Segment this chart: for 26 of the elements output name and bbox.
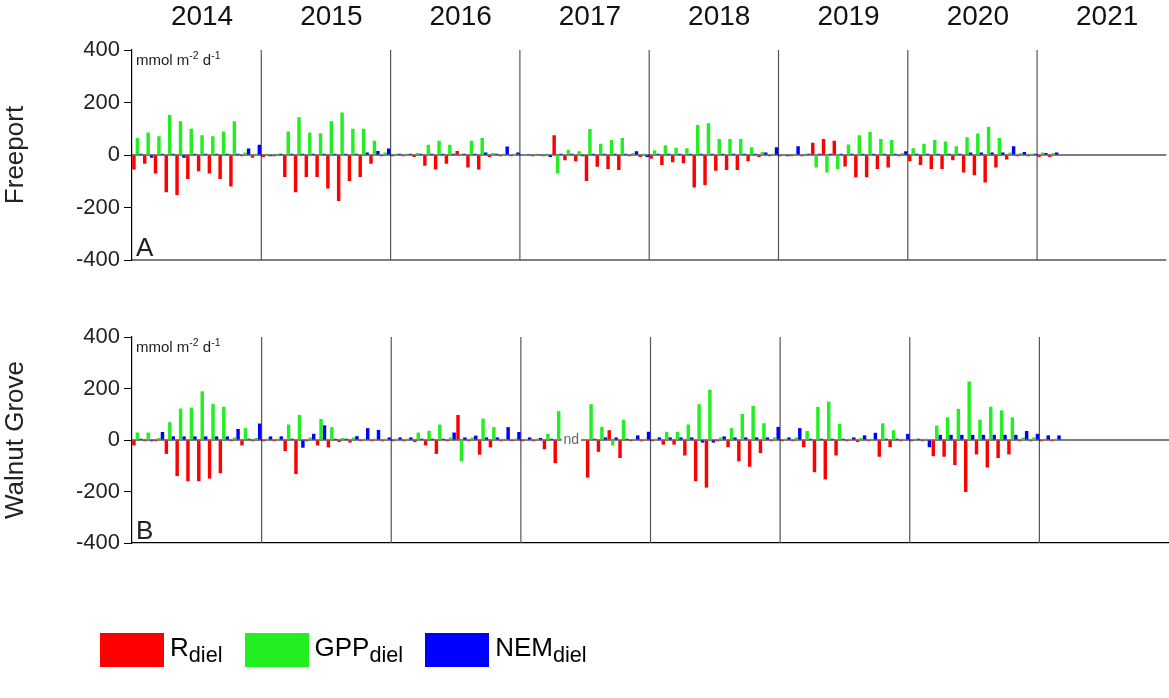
y-axis-title: Freeport	[0, 105, 29, 205]
x-tick-label: 2018	[688, 0, 751, 31]
x-tick-label: 2021	[1075, 0, 1139, 31]
x-tick-label: 2016	[429, 0, 492, 31]
y-tick-label: 200	[83, 88, 120, 114]
x-tick-label: 2017	[558, 0, 622, 31]
y-tick-label: 400	[83, 36, 120, 62]
y-tick-label: -400	[75, 246, 120, 272]
annotation: nd	[563, 430, 580, 447]
x-tick-label: 2015	[300, 0, 363, 31]
legend-label: GPP$_{diel}$	[314, 632, 404, 669]
annotation: A	[136, 232, 154, 262]
y-axis-title: Walnut Grove	[0, 361, 29, 519]
y-tick-label: 200	[83, 374, 120, 400]
y-tick-label: 400	[83, 323, 120, 349]
y-tick-label: -200	[75, 193, 120, 219]
x-tick-label: 2019	[817, 0, 880, 31]
y-tick-label: 0	[107, 141, 120, 167]
x-tick-label: 2020	[946, 0, 1009, 31]
y-tick-label: 0	[107, 426, 120, 452]
legend-label: R$_{diel}$	[170, 632, 223, 669]
x-tick-label: 2014	[170, 0, 234, 31]
annotation: B	[136, 515, 154, 545]
legend-label: NEM$_{diel}$	[495, 632, 587, 669]
y-tick-label: -400	[75, 529, 120, 555]
y-tick-label: -200	[75, 477, 120, 503]
